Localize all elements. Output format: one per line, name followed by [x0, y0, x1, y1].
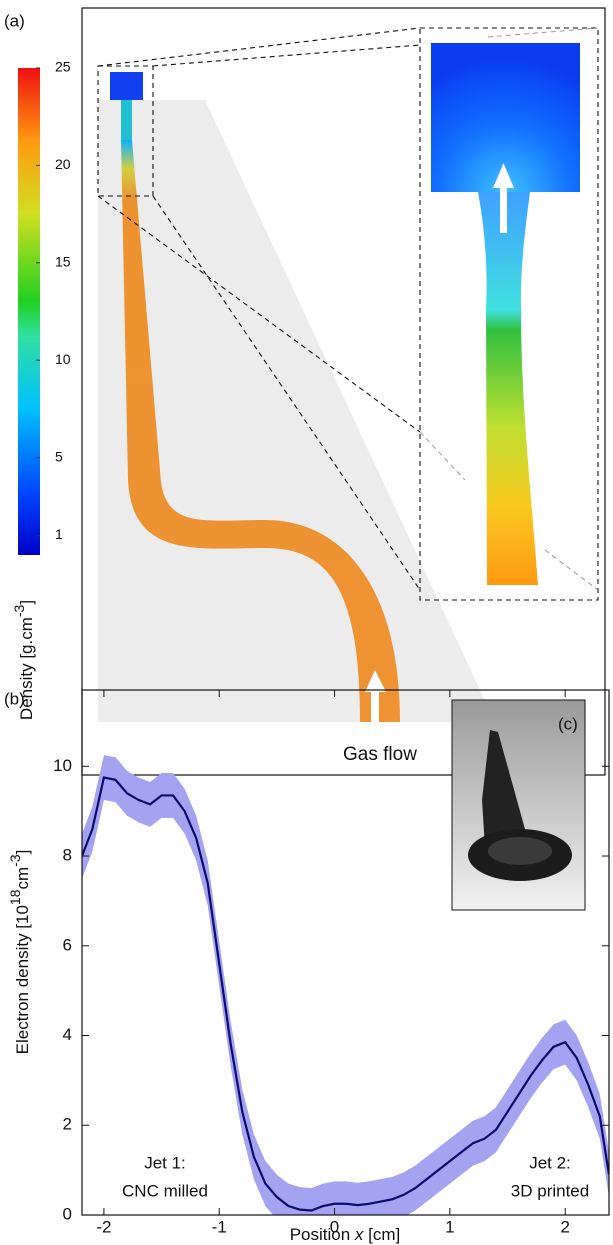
- colorbar-tick-label: 1: [55, 526, 63, 542]
- axes-frame: [81, 689, 610, 1216]
- colorbar-tick-label: 25: [55, 59, 71, 75]
- jet-throat: [121, 100, 132, 140]
- gas-channel: [121, 140, 400, 722]
- y-tick-label: 6: [63, 935, 72, 954]
- zoom-arrow: [500, 185, 507, 233]
- annotation: CNC milled: [122, 1181, 208, 1200]
- panel-label: (b): [4, 689, 25, 708]
- label-part: ]: [17, 600, 36, 605]
- label-sup: 18: [7, 889, 23, 905]
- error-band: [82, 755, 609, 1215]
- colorbar: [18, 68, 40, 555]
- zoom-lines-faint: [419, 27, 599, 591]
- y-tick-label: 0: [63, 1204, 72, 1223]
- inset-label: (c): [558, 714, 578, 733]
- annotation: 3D printed: [511, 1181, 589, 1200]
- label-sup: -3: [7, 854, 23, 867]
- flow-arrow: [371, 690, 379, 722]
- label-part: Position: [290, 1225, 355, 1244]
- annotation: Jet 1:: [144, 1153, 186, 1172]
- plot-area: [82, 755, 609, 1215]
- y-tick-label: 4: [63, 1025, 72, 1044]
- y-tick-label: 8: [63, 846, 72, 865]
- colorbar-label: Density [g.cm-3]: [11, 600, 37, 720]
- nozzle-body: [98, 100, 495, 722]
- colorbar-tick-label: 20: [55, 156, 71, 172]
- inset-object: [482, 730, 528, 850]
- annotation: Gas flow: [343, 744, 417, 765]
- label-part: [cm]: [363, 1225, 400, 1244]
- x-tick-label: 1: [445, 1217, 454, 1236]
- label-part: ]: [13, 850, 32, 855]
- inset-object: [488, 837, 552, 865]
- x-tick-label: -2: [96, 1217, 111, 1236]
- panel-frame: [81, 7, 606, 776]
- zoom-lines: [97, 27, 599, 601]
- zoom-plume: [431, 43, 580, 192]
- x-tick-label: 2: [560, 1217, 569, 1236]
- y-tick-label: 2: [63, 1115, 72, 1134]
- label-part: Density [g.cm: [17, 617, 36, 720]
- panel-label: (a): [4, 11, 25, 30]
- jet-outlet: [110, 72, 143, 100]
- label-part: x: [354, 1225, 364, 1244]
- flow-arrow-head: [365, 670, 386, 692]
- annotation: Jet 2:: [529, 1153, 571, 1172]
- colorbar-tick-label: 5: [55, 448, 63, 464]
- label-sup: -3: [11, 604, 27, 617]
- y-tick-label: 10: [53, 756, 72, 775]
- y-axis-label: Electron density [1018cm-3]: [7, 850, 33, 1055]
- label-part: Electron density [10: [13, 905, 32, 1054]
- x-tick-label: -1: [212, 1217, 227, 1236]
- colorbar-tick-label: 15: [55, 254, 71, 270]
- zoom-nozzle: [478, 192, 538, 585]
- zoom-arrow-head: [493, 163, 514, 188]
- x-tick-label: 0: [330, 1217, 339, 1236]
- colorbar-tick-label: 10: [55, 351, 71, 367]
- x-axis-label: Position x [cm]: [290, 1225, 401, 1244]
- data-line: [82, 776, 609, 1212]
- label-part: cm: [13, 867, 32, 890]
